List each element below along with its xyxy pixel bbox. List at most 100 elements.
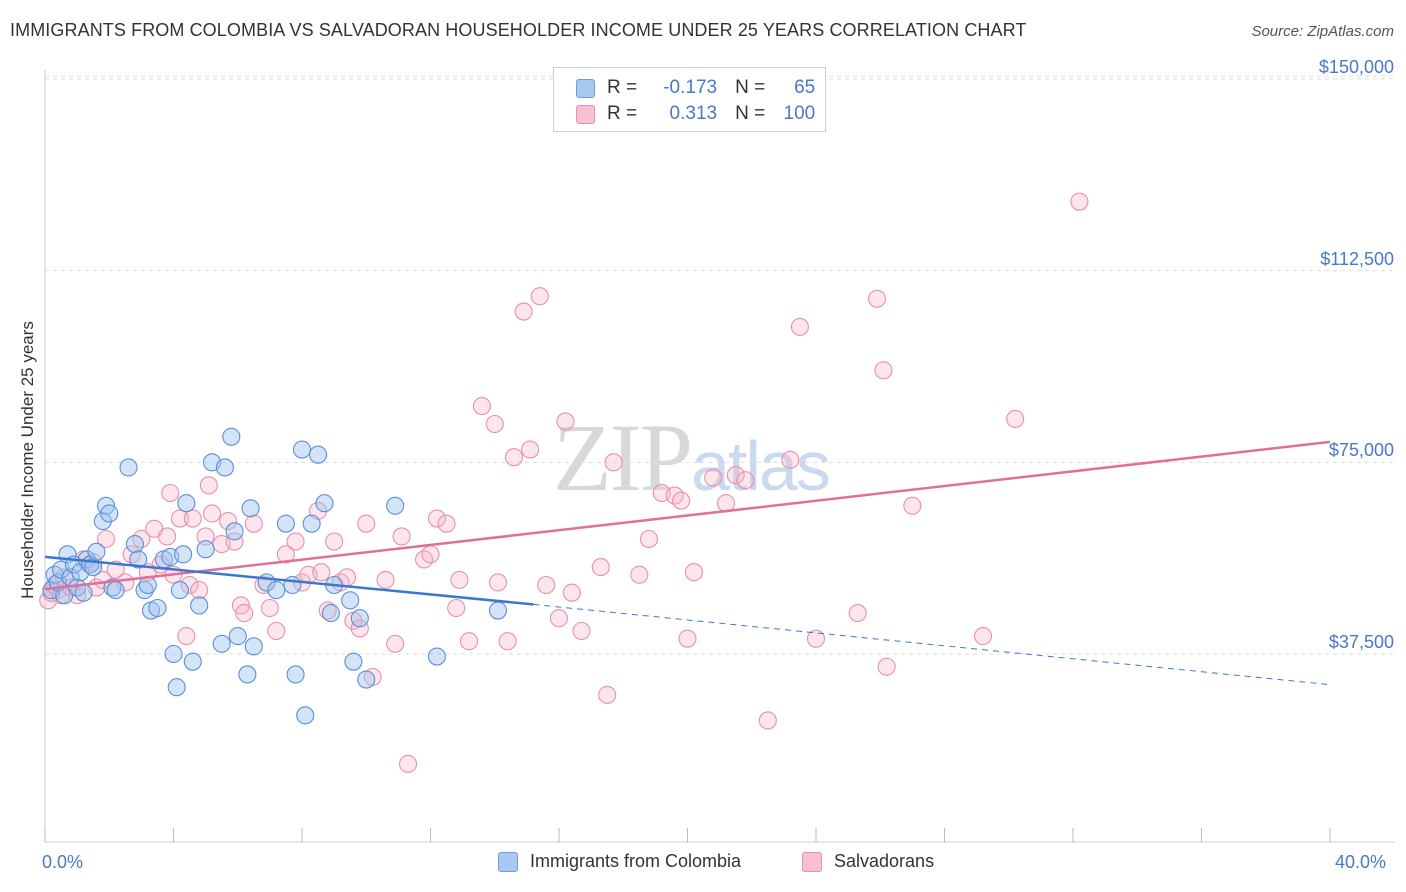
axes xyxy=(44,70,1395,843)
salvadorans-point xyxy=(874,361,893,380)
salvadorans-point xyxy=(158,527,177,546)
colombia-point xyxy=(341,591,360,610)
legend-swatch-salvadorans xyxy=(576,104,595,124)
salvadorans-point xyxy=(1070,192,1089,211)
colombia-point xyxy=(427,647,446,666)
y-tick-label: $150,000 xyxy=(1318,57,1394,77)
salvadorans-point xyxy=(267,621,286,641)
salvadorans-point xyxy=(549,609,569,628)
colombia-point xyxy=(296,706,315,725)
colombia-point xyxy=(87,542,106,561)
colombia-point xyxy=(302,514,321,533)
colombia-point xyxy=(228,627,247,646)
salvadorans-point xyxy=(225,532,244,551)
colombia-point xyxy=(164,644,183,664)
salvadorans-point xyxy=(1006,409,1025,428)
colombia-point xyxy=(196,540,215,559)
colombia-point xyxy=(119,458,138,477)
salvadorans-point xyxy=(357,514,376,533)
colombia-point xyxy=(93,512,112,531)
colombia-trend-line xyxy=(44,555,534,606)
salvadorans-point xyxy=(219,512,238,531)
colombia-point xyxy=(148,598,167,618)
colombia-point xyxy=(357,670,376,689)
salvadorans-point xyxy=(437,514,456,533)
colombia-point xyxy=(488,601,508,620)
salvadorans-point xyxy=(806,629,826,648)
salvadorans-point xyxy=(427,509,446,528)
salvadorans-point xyxy=(704,468,723,487)
watermark: ZIPatlas xyxy=(553,402,831,513)
salvadorans-point xyxy=(485,414,504,434)
salvadorans-point xyxy=(537,575,556,595)
colombia-point xyxy=(292,440,312,459)
salvadorans-point xyxy=(726,466,745,485)
y-tick-label: $75,000 xyxy=(1328,440,1394,461)
salvadorans-point xyxy=(514,302,533,321)
salvadorans-point xyxy=(276,545,295,564)
salvadorans-point xyxy=(562,583,581,602)
colombia-point xyxy=(190,596,209,615)
bottom-legend-salvadorans: Salvadorans xyxy=(802,851,934,872)
salvadorans-point xyxy=(598,685,617,704)
colombia-point xyxy=(344,652,363,671)
colombia-point xyxy=(125,535,144,554)
salvadorans-point xyxy=(286,532,305,551)
salvadorans-point xyxy=(472,397,491,416)
colombia-point xyxy=(212,634,231,653)
salvadorans-point xyxy=(781,450,800,469)
salvadorans-point xyxy=(398,754,418,773)
colombia-point xyxy=(222,427,241,446)
colombia-point xyxy=(350,609,369,628)
colombia-point xyxy=(129,550,148,569)
legend-r-label: R = xyxy=(607,103,638,124)
bottom-legend-swatch-colombia xyxy=(498,851,518,872)
colombia-point xyxy=(309,445,328,464)
colombia-point xyxy=(170,581,189,600)
colombia-point xyxy=(177,494,196,513)
colombia-point xyxy=(225,522,244,541)
salvadorans-trend-line xyxy=(44,440,1331,591)
watermark-zip: ZIP xyxy=(553,404,693,511)
y-tick-label: $112,500 xyxy=(1320,248,1394,269)
colombia-point xyxy=(103,578,122,597)
salvadorans-point xyxy=(530,287,549,306)
salvadorans-point xyxy=(421,545,440,564)
salvadorans-point xyxy=(572,621,591,641)
salvadorans-point xyxy=(973,627,993,646)
bottom-legend-label-colombia: Immigrants from Colombia xyxy=(530,851,742,871)
salvadorans-point xyxy=(556,412,575,431)
legend-r-label: R = xyxy=(607,77,638,98)
legend-row-salvadorans: R = 0.313 N = 100 xyxy=(576,102,815,126)
salvadorans-point xyxy=(604,453,623,472)
salvadorans-point xyxy=(312,563,331,582)
watermark-atlas: atlas xyxy=(691,427,831,505)
legend-row-colombia: R = -0.173 N = 65 xyxy=(576,76,815,100)
colombia-point xyxy=(167,678,186,697)
salvadorans-point xyxy=(203,504,222,523)
x-tick-label-max: 40.0% xyxy=(1335,852,1387,872)
salvadorans-point xyxy=(244,514,263,533)
salvadorans-point xyxy=(877,657,896,676)
salvadorans-point xyxy=(678,629,697,648)
bottom-legend-colombia: Immigrants from Colombia xyxy=(498,851,741,872)
colombia-point xyxy=(135,581,154,600)
colombia-point xyxy=(74,583,93,602)
salvadorans-point xyxy=(318,601,337,620)
grid-lines xyxy=(45,75,1395,655)
salvadorans-point xyxy=(672,491,691,510)
salvadorans-point xyxy=(790,317,809,336)
legend-r-value: 0.313 xyxy=(664,103,718,124)
chart-title: IMMIGRANTS FROM COLOMBIA VS SALVADORAN H… xyxy=(10,20,1027,40)
colombia-point xyxy=(238,665,257,684)
colombia-point xyxy=(315,494,334,513)
legend-n-label: N = xyxy=(735,77,766,98)
stats-legend: R = -0.173 N = 65 R = 0.313 N = 100 xyxy=(553,67,826,132)
salvadorans-points xyxy=(39,192,1089,773)
legend-n-value: 100 xyxy=(783,103,816,124)
salvadorans-point xyxy=(199,476,218,495)
colombia-point xyxy=(215,458,234,477)
colombia-point xyxy=(267,581,286,600)
salvadorans-point xyxy=(183,509,202,528)
